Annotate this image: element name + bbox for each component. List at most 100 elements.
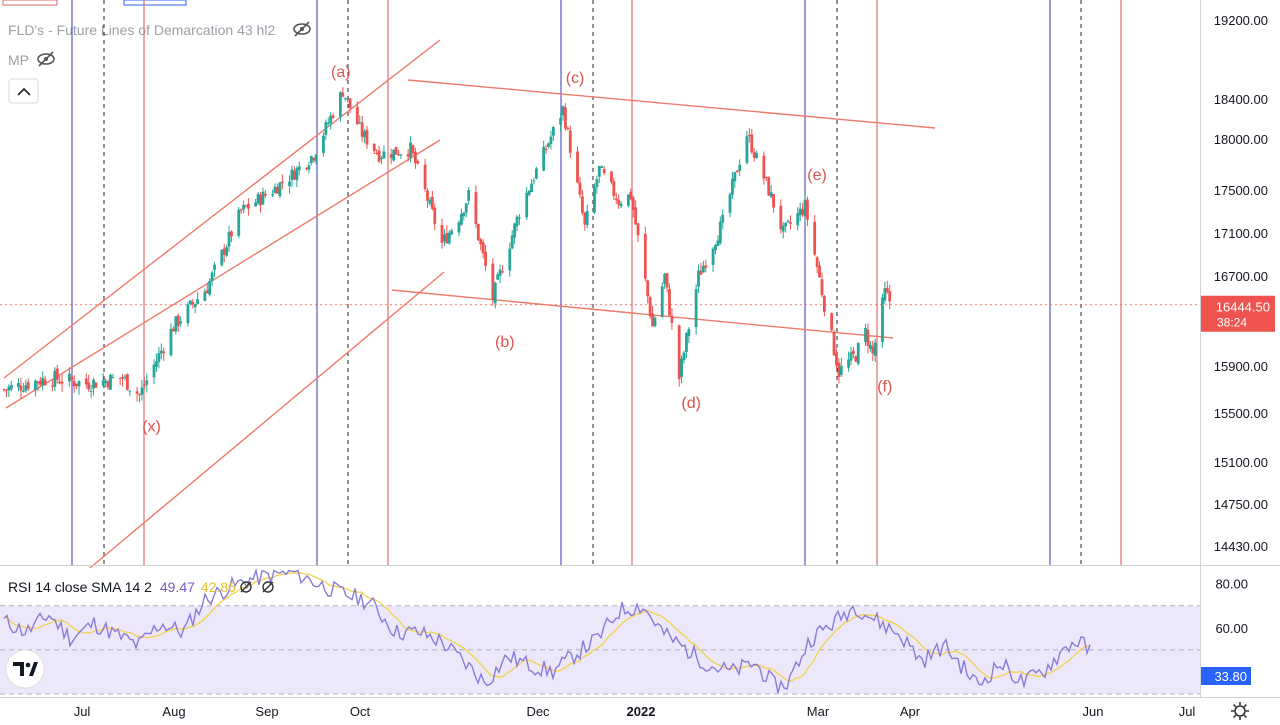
candle [256,191,260,206]
candle [610,170,613,185]
candle-body [288,181,291,187]
candle [750,129,754,154]
candle [261,187,265,205]
candle [118,377,122,385]
price-tick-label: 19200.00 [1214,13,1268,28]
mp-indicator-label[interactable]: MP [8,52,29,68]
candle-body [89,390,93,392]
eye-off-icon[interactable] [293,21,311,37]
candle-body [261,191,265,205]
candle-body [94,382,98,388]
candle [239,208,243,214]
candle-body [830,313,834,331]
rsi-tick-label: 60.00 [1215,621,1248,636]
candle [614,192,618,204]
candle [210,270,214,287]
candle [309,155,313,166]
candle [365,125,369,149]
candle-body [561,106,565,116]
candle [762,151,766,185]
candle-body [41,377,45,386]
candle-body [309,156,313,163]
price-pane[interactable]: (a) (b) (c) (d) (e) (f) (x) [0,0,1200,569]
candle-body [389,154,393,158]
wave-label: (d) [681,395,701,412]
candle-body [440,225,444,243]
tradingview-logo[interactable] [5,649,45,689]
candle [881,293,884,348]
candle-body [157,353,161,363]
candle [510,230,514,250]
candle-body [864,327,867,342]
candle-body [276,186,279,194]
eye-off-icon[interactable] [37,51,55,67]
candle-body [798,208,802,216]
candle [162,347,166,362]
rsi-legend[interactable]: RSI 14 close SMA 14 2 49.47 42.86 [8,579,236,595]
candle-body [806,199,809,220]
candle [835,348,838,370]
hide-icon[interactable] [262,581,274,593]
candle-body [535,168,538,179]
candle [394,146,398,155]
candle-body [331,115,335,118]
candle [738,159,742,176]
candle-body [593,186,596,213]
candle [718,216,722,245]
candle [24,379,28,394]
candle-body [670,315,674,323]
hide-icon[interactable] [240,581,252,593]
candle-body [755,153,759,158]
candle-body [600,166,604,168]
candle [111,373,115,379]
candle [193,303,197,314]
gear-icon[interactable] [1231,702,1249,720]
candle-body [140,387,144,395]
candle-body [280,181,284,184]
candle [481,239,485,259]
rsi-pane[interactable]: RSI 14 close SMA 14 2 49.47 42.86 [0,567,1200,695]
candle-body [854,356,858,362]
candle [668,283,671,317]
candle-body [191,302,195,305]
candle-body [348,98,352,108]
candle [326,117,330,126]
candle-body [101,380,105,386]
candle [464,202,468,218]
candle-body [745,136,749,163]
candle [583,211,587,231]
rsi-legend-name: RSI 14 close SMA 14 2 [8,579,156,595]
candle-body [750,134,754,153]
indicator-legend: FLD's - Future Lines of Demarcation 43 h… [2,0,311,104]
candle [104,378,108,388]
candle [597,165,601,183]
fld-indicator-label[interactable]: FLD's - Future Lines of Demarcation 43 h… [8,22,275,38]
hide-icon-slash [240,581,252,593]
candle [525,186,529,221]
candle [297,161,301,176]
candle [220,249,224,267]
candle [84,373,88,389]
time-tick-label: Jul [1179,704,1196,719]
bar-countdown: 38:24 [1217,316,1247,330]
candle-body [462,212,466,216]
candle [244,204,248,208]
candle-body [254,202,258,207]
candle-body [406,154,410,157]
candle-body [305,167,308,169]
candle-body [815,257,819,267]
candle [885,280,889,294]
candle-body [188,300,192,304]
candle-body [9,384,13,390]
candle [849,346,853,366]
trend-channel-line [3,39,441,379]
candle-body [784,222,788,227]
candle [205,283,209,294]
collapse-legend-button[interactable] [8,78,39,104]
candle [847,351,850,372]
trend-channel-line [391,289,894,339]
rsi-badge-bg [1201,667,1251,685]
